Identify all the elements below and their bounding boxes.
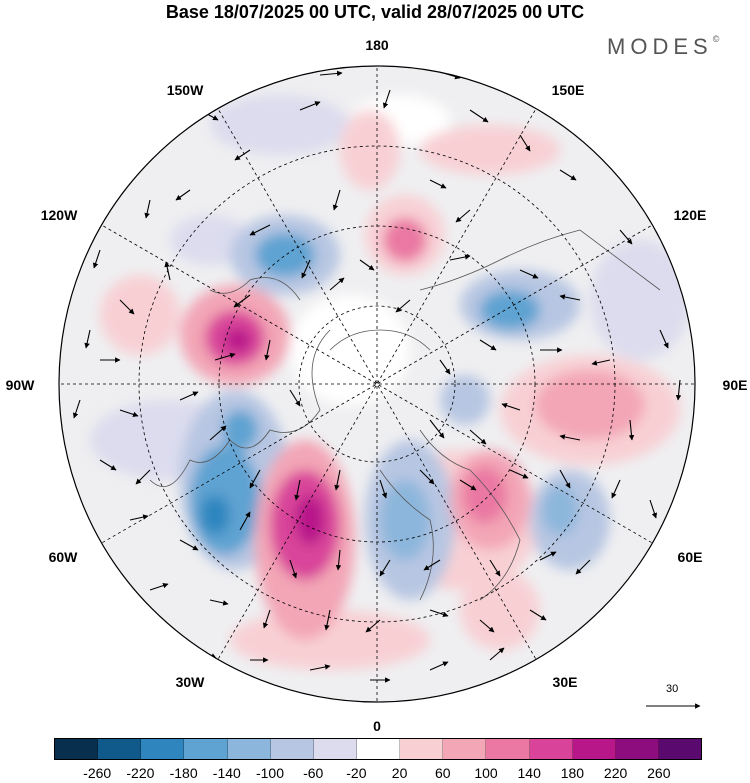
colorbar-swatch: [615, 739, 659, 759]
colorbar-tick-label: 60: [435, 765, 451, 781]
colorbar-tick-label: -260: [83, 765, 112, 781]
colorbar-swatch: [98, 739, 142, 759]
colorbar-tick-label: 220: [603, 765, 628, 781]
colorbar-tick-label: -140: [212, 765, 241, 781]
lon-label-150e: 150E: [551, 82, 585, 98]
colorbar-swatch: [356, 739, 401, 759]
colorbar-tick-label: -220: [126, 765, 155, 781]
colorbar-tick-label: -20: [346, 765, 367, 781]
colorbar-tick-label: -100: [255, 765, 285, 781]
lon-label-30e: 30E: [552, 674, 578, 690]
colorbar-swatch: [658, 739, 702, 759]
colorbar-tick-label: -60: [303, 765, 324, 781]
modes-logo: MODES©: [607, 34, 719, 60]
logo-text: MODES: [607, 34, 713, 59]
colorbar-tick-label: 100: [474, 765, 498, 781]
coastlines: [149, 229, 661, 601]
colorbar-tick-label: 260: [647, 765, 671, 781]
colorbar-swatch: [529, 739, 573, 759]
colorbar-swatch: [141, 739, 185, 759]
map-boundary: [58, 65, 696, 703]
lon-label-90e: 90E: [722, 377, 748, 393]
lon-label-60w: 60W: [48, 549, 78, 565]
colorbar-tick-label: 20: [391, 765, 408, 781]
colorbar-swatch: [443, 739, 487, 759]
colorbar-swatch: [227, 739, 271, 759]
lon-label-30w: 30W: [175, 674, 205, 690]
colorbar-swatch: [184, 739, 228, 759]
colorbar: [54, 738, 702, 760]
colorbar-swatch: [572, 739, 616, 759]
logo-mark: ©: [712, 34, 720, 44]
colorbar-swatch: [270, 739, 314, 759]
lon-label-120w: 120W: [40, 207, 78, 223]
lon-label-90w: 90W: [5, 377, 35, 393]
colorbar-swatch: [486, 739, 530, 759]
colorbar-tick-label: 140: [517, 765, 541, 781]
reference-vector-value: 30: [666, 683, 679, 695]
lon-label-0: 0: [373, 718, 381, 734]
colorbar-swatch: [55, 739, 99, 759]
colorbar-swatch: [313, 739, 357, 759]
lon-label-180: 180: [365, 37, 389, 53]
lon-label-150w: 150W: [166, 82, 204, 98]
lon-label-60e: 60E: [677, 549, 703, 565]
lon-label-120e: 120E: [673, 207, 707, 223]
colorbar-swatch: [400, 739, 444, 759]
chart-title: Base 18/07/2025 00 UTC, valid 28/07/2025…: [165, 2, 585, 22]
colorbar-tick-label: 180: [560, 765, 585, 781]
colorbar-tick-label: -180: [169, 765, 198, 781]
